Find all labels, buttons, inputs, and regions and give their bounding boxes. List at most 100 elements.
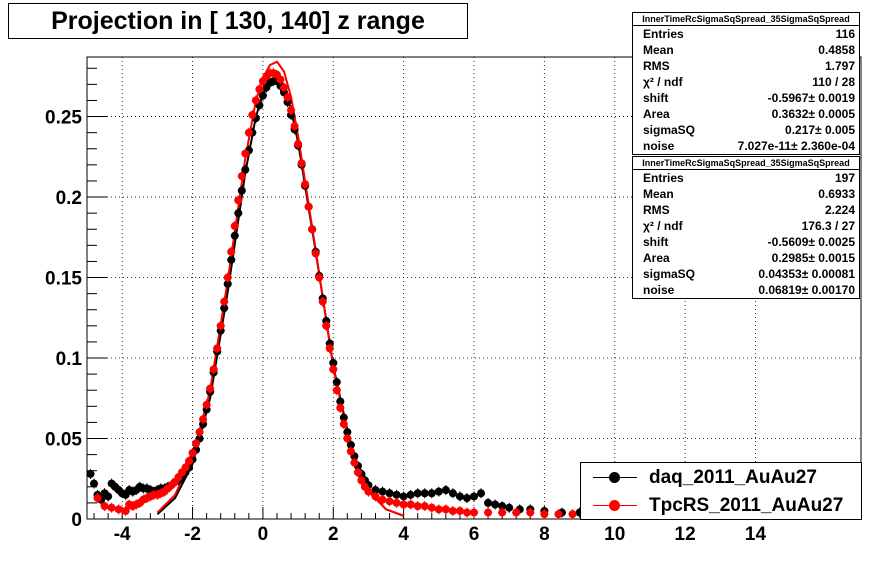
data-point: [195, 428, 204, 437]
data-point: [441, 486, 450, 495]
data-point: [491, 500, 500, 509]
stats-key: Mean: [643, 187, 674, 201]
data-point: [209, 365, 218, 374]
data-point: [385, 497, 394, 506]
data-point: [336, 403, 345, 412]
y-tick-label: 0.1: [56, 349, 83, 370]
stats-box-daq: InnerTimeRcSigmaSqSpread_35SigmaSqSpread…: [632, 12, 860, 155]
data-point: [357, 476, 366, 485]
data-point: [93, 494, 102, 503]
stats-value: 0.4858: [818, 43, 855, 57]
data-point: [498, 508, 507, 517]
data-point: [199, 415, 208, 424]
data-point: [297, 159, 306, 168]
data-point: [280, 83, 289, 92]
data-point: [434, 487, 443, 496]
stats-value: -0.5967± 0.0019: [767, 91, 855, 105]
legend-marker-daq: [609, 472, 620, 483]
data-point: [258, 91, 267, 100]
legend-label-tpcrs: TpcRS_2011_AuAu27: [649, 495, 844, 516]
stats-value: -0.5609± 0.0025: [767, 235, 855, 249]
data-point: [325, 344, 334, 353]
data-point: [220, 297, 229, 306]
stats-value: 7.027e-11± 2.360e-04: [737, 139, 855, 153]
data-point: [406, 500, 415, 509]
y-tick-label: 0.25: [45, 108, 82, 129]
data-point: [332, 378, 341, 387]
data-point: [287, 106, 296, 115]
data-point: [237, 172, 246, 181]
stats-row: Area 0.2985± 0.0015: [633, 250, 859, 266]
data-point: [100, 502, 109, 511]
data-point: [283, 93, 292, 102]
stats-row: χ² / ndf 110 / 28: [633, 74, 859, 90]
data-point: [470, 508, 478, 517]
stats-value: 2.224: [824, 203, 855, 217]
data-point: [202, 400, 211, 409]
stats-key: Entries: [643, 27, 684, 41]
data-point: [227, 255, 236, 264]
data-point: [554, 510, 563, 519]
data-point: [329, 365, 338, 374]
data-point: [427, 489, 436, 498]
data-point: [220, 304, 229, 313]
stats-value: 110 / 28: [812, 75, 855, 89]
stats-value: 1.797: [824, 59, 855, 73]
data-point: [248, 110, 257, 119]
stats-key: shift: [643, 235, 669, 249]
x-tick-label: 8: [539, 524, 550, 545]
stats-row: RMS 2.224: [633, 202, 859, 218]
stats-box-title: InnerTimeRcSigmaSqSpread_35SigmaSqSpread: [633, 13, 859, 26]
y-tick-label: 0.05: [45, 430, 82, 451]
x-tick-label: 6: [469, 524, 480, 545]
data-point: [346, 447, 355, 456]
stats-key: χ² / ndf: [643, 219, 683, 233]
data-point: [213, 344, 222, 353]
data-point: [90, 479, 99, 488]
data-point: [343, 434, 352, 443]
data-point: [104, 492, 113, 501]
data-point: [227, 247, 236, 256]
data-point: [339, 420, 348, 429]
data-point: [294, 139, 303, 148]
data-point: [241, 149, 250, 158]
legend-marker-tpcrs: [609, 500, 620, 511]
data-point: [223, 273, 232, 282]
stats-row: Entries 197: [633, 170, 859, 186]
x-tick-label: 14: [745, 524, 767, 545]
data-point: [413, 489, 422, 498]
data-point: [399, 500, 408, 509]
data-point: [234, 209, 243, 218]
stats-value: 197: [834, 171, 855, 185]
data-point: [318, 297, 327, 306]
data-point: [505, 503, 514, 512]
stats-key: sigmaSQ: [643, 123, 696, 137]
data-point: [234, 196, 243, 205]
data-point: [448, 489, 457, 498]
y-tick-label: 0.2: [56, 188, 82, 209]
data-point: [462, 508, 471, 517]
stats-row: shift -0.5609± 0.0025: [633, 234, 859, 250]
axes: -4 -2 0 2 4 6 8 10 12 14 0 0.05 0.1 0.15 0.2 0.25: [45, 67, 855, 545]
stats-box-title: InnerTimeRcSigmaSqSpread_35SigmaSqSpread: [633, 157, 859, 170]
data-point: [568, 510, 577, 519]
data-point: [477, 489, 486, 498]
x-tick-label: 12: [675, 524, 696, 545]
stats-row: Area 0.3632± 0.0005: [633, 106, 859, 122]
data-point: [420, 489, 429, 498]
data-point: [114, 505, 123, 514]
data-point: [192, 439, 201, 448]
stats-row: Mean 0.6933: [633, 186, 859, 202]
data-point: [385, 489, 394, 498]
x-tick-label: 2: [328, 524, 339, 545]
stats-value: 0.3632± 0.0005: [771, 107, 855, 121]
plot-title: Projection in [ 130, 140] z range: [51, 7, 425, 35]
data-point: [336, 397, 345, 406]
data-point: [301, 180, 310, 189]
plot-title-box: Projection in [ 130, 140] z range: [8, 3, 468, 39]
legend-item-daq: daq_2011_AuAu27: [581, 464, 861, 492]
stats-key: Entries: [643, 171, 684, 185]
data-point: [364, 487, 373, 496]
data-point: [498, 502, 507, 511]
data-point: [121, 506, 130, 515]
